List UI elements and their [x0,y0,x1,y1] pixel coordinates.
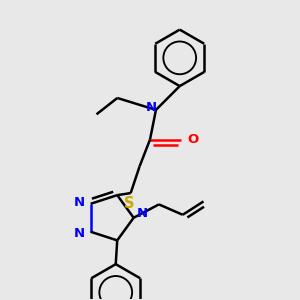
Text: N: N [74,227,85,240]
Text: N: N [74,196,85,209]
Text: N: N [146,101,157,114]
Text: S: S [124,196,134,211]
Text: O: O [187,133,198,146]
Text: N: N [137,207,148,220]
